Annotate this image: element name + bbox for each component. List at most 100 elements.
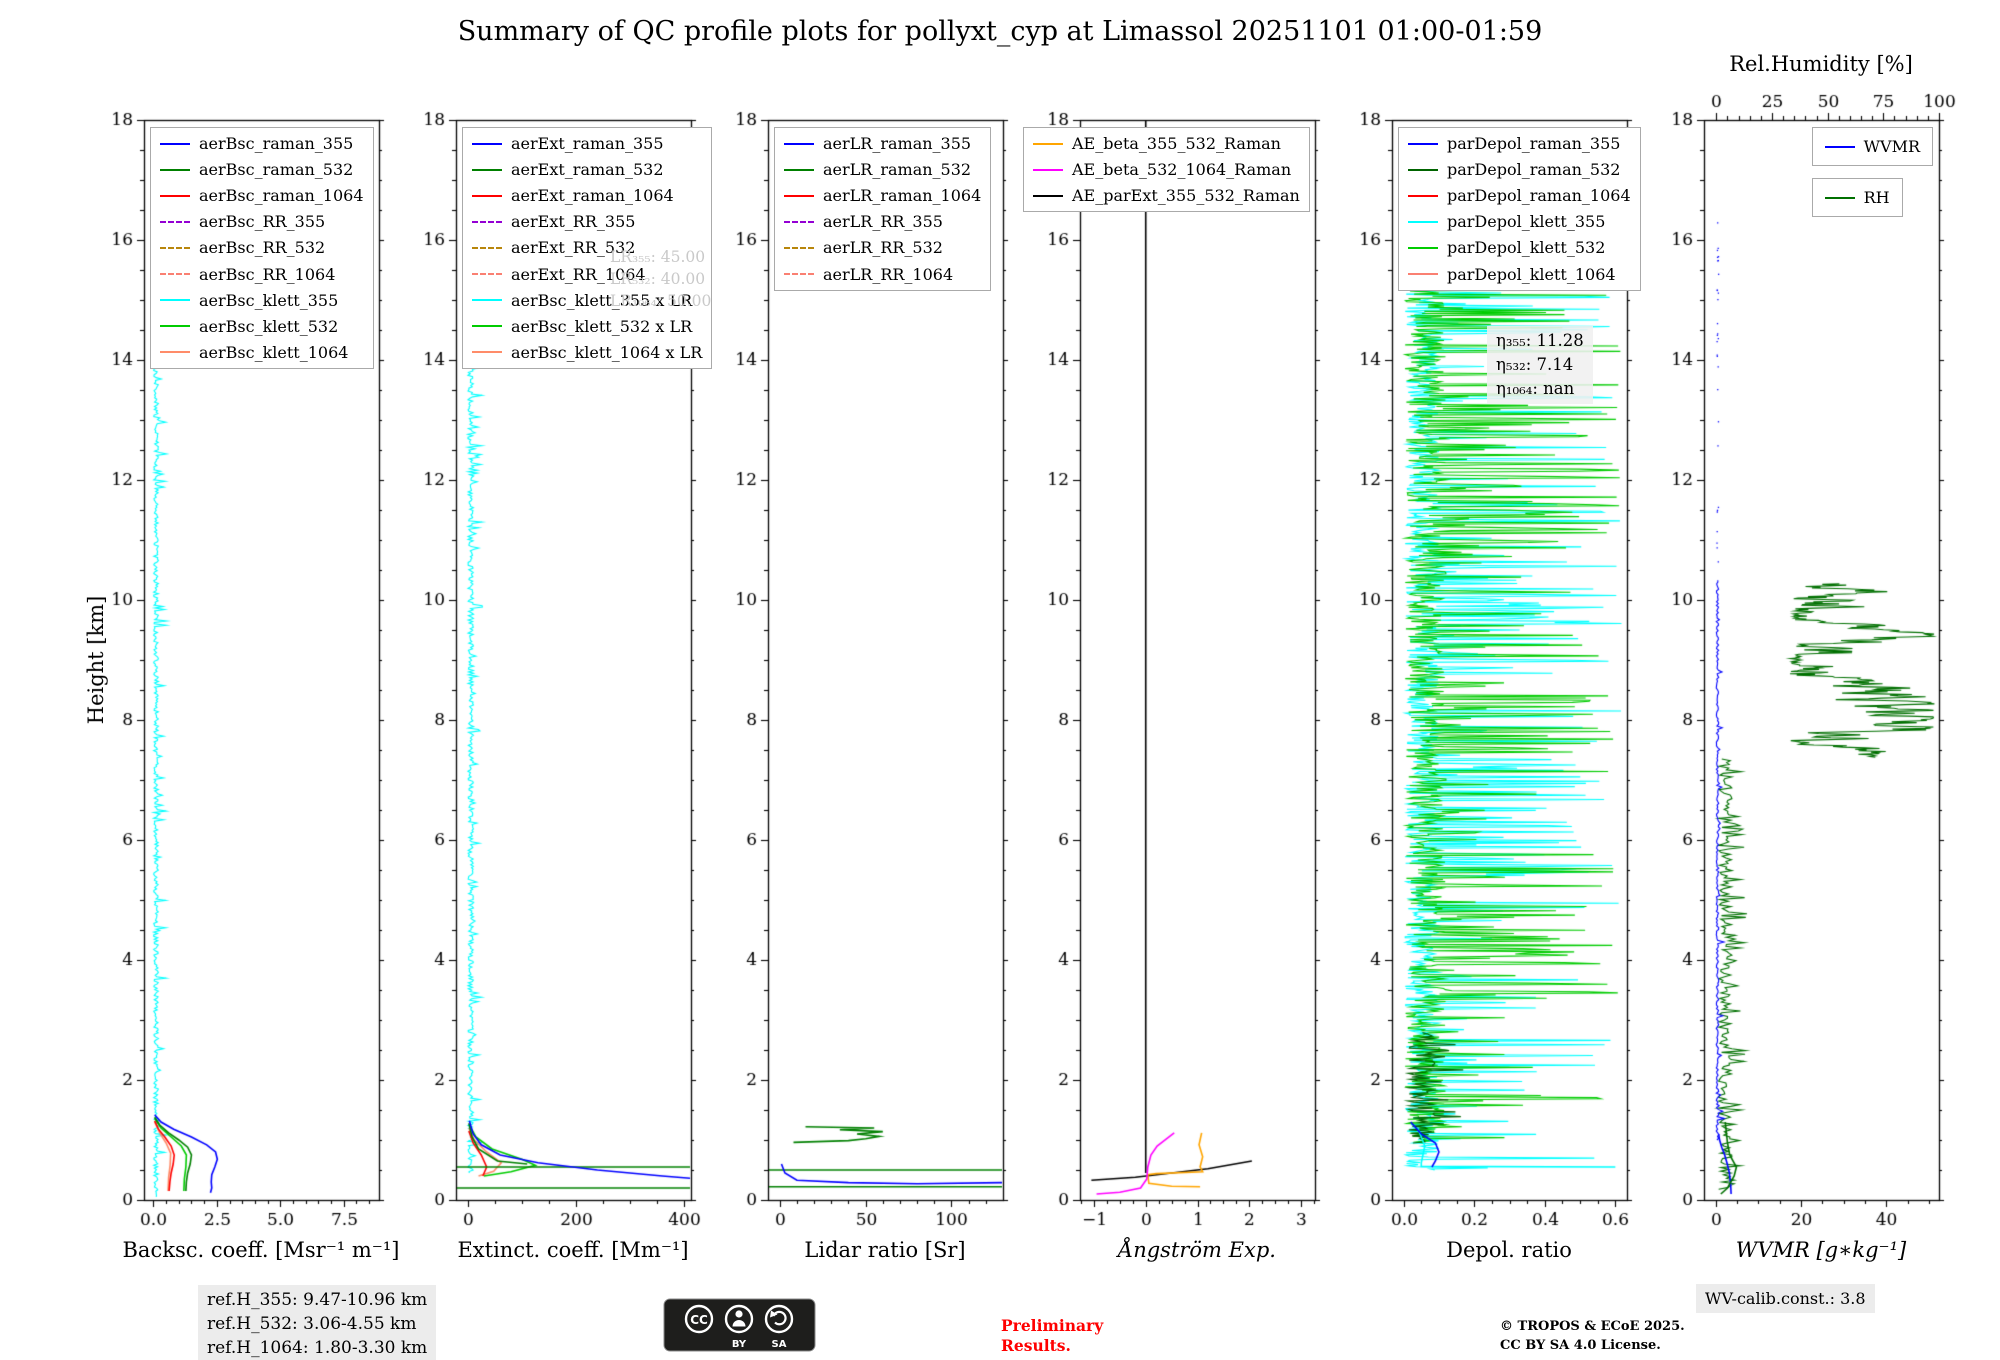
eta-1064-value: η₁₀₆₄: nan bbox=[1496, 378, 1575, 398]
legend-line-sample bbox=[472, 325, 502, 328]
legend-line-sample bbox=[784, 246, 814, 249]
legend-line-sample bbox=[1033, 194, 1063, 197]
legend-entry: aerLR_RR_1064 bbox=[784, 264, 981, 285]
legend-line-sample bbox=[1408, 273, 1438, 276]
cc-sa-label: SA bbox=[772, 1339, 787, 1350]
legend-label: parDepol_klett_532 bbox=[1447, 238, 1606, 258]
cc-logo-icon bbox=[684, 1304, 714, 1334]
legend-entry: aerBsc_klett_532 x LR bbox=[472, 316, 702, 337]
top-axis-label-rel-humidity: Rel.Humidity [%] bbox=[1729, 52, 1913, 76]
legend-entry: aerBsc_raman_1064 bbox=[160, 185, 364, 206]
legend-label: AE_beta_355_532_Raman bbox=[1072, 134, 1281, 153]
copyright-line-1: © TROPOS & ECoE 2025. bbox=[1500, 1319, 1685, 1334]
legend-entry: aerExt_RR_355 bbox=[472, 211, 702, 232]
legend-line-sample bbox=[160, 273, 190, 276]
legend-label: aerLR_RR_1064 bbox=[823, 264, 954, 284]
legend-entry: aerLR_RR_355 bbox=[784, 211, 981, 232]
legend-label: AE_beta_532_1064_Raman bbox=[1072, 160, 1292, 180]
legend-entry: aerLR_raman_532 bbox=[784, 159, 981, 180]
legend-label: parDepol_klett_355 bbox=[1447, 212, 1606, 232]
legend-label: aerLR_RR_355 bbox=[823, 212, 943, 232]
legend-line-sample bbox=[160, 299, 190, 302]
legend-extinction: aerExt_raman_355 aerExt_raman_532 aerExt_r… bbox=[462, 127, 713, 369]
legend-label: parDepol_raman_1064 bbox=[1447, 186, 1631, 206]
sa-arrow-arc bbox=[772, 1310, 787, 1326]
legend-label: aerBsc_RR_1064 bbox=[199, 264, 336, 284]
legend-lidar-ratio: aerLR_raman_355 aerLR_raman_532 aerLR_rama… bbox=[774, 127, 992, 291]
legend-line-sample bbox=[784, 194, 814, 197]
legend-line-sample bbox=[160, 168, 190, 171]
legend-label: aerBsc_klett_532 bbox=[199, 316, 339, 336]
cc-by-sa-badge: CC BY SA bbox=[663, 1298, 816, 1356]
legend-entry: aerLR_raman_355 bbox=[784, 133, 981, 154]
legend-line-sample bbox=[472, 299, 502, 302]
legend-entry: aerBsc_klett_355 bbox=[160, 290, 364, 311]
eta-355-value: η₃₅₅: 11.28 bbox=[1496, 331, 1584, 350]
legend-entry: aerLR_raman_1064 bbox=[784, 185, 981, 206]
legend-label: aerBsc_RR_532 bbox=[199, 238, 326, 258]
legend-line-sample bbox=[160, 220, 190, 223]
preliminary-line-2: Results. bbox=[1001, 1336, 1071, 1356]
legend-label: parDepol_klett_1064 bbox=[1447, 264, 1616, 284]
legend-line-sample bbox=[160, 246, 190, 249]
legend-wvmr-rh: WVMR RH bbox=[1811, 127, 1933, 218]
legend-line-sample bbox=[160, 142, 190, 145]
legend-entry: RH bbox=[1811, 178, 1903, 218]
sa-arrow-head bbox=[770, 1310, 778, 1318]
legend-line-sample bbox=[472, 273, 502, 276]
legend-line-sample bbox=[1408, 220, 1438, 223]
legend-entry: aerBsc_klett_355 x LR bbox=[472, 290, 702, 311]
legend-line-sample bbox=[472, 194, 502, 197]
x-axis-label-depol: Depol. ratio bbox=[1446, 1238, 1572, 1262]
legend-entry: parDepol_klett_355 bbox=[1408, 211, 1631, 232]
legend-label: aerBsc_klett_532 x LR bbox=[511, 316, 693, 336]
cc-by-person-icon bbox=[724, 1304, 754, 1334]
wv-calibration-annotation: WV-calib.const.: 3.8 bbox=[1696, 1284, 1875, 1314]
x-axis-label-angstroem: Ångström Exp. bbox=[1118, 1238, 1276, 1262]
legend-entry: parDepol_klett_1064 bbox=[1408, 264, 1631, 285]
lidar-ratio-constants-annotation: LR₃₅₅: 45.00 LR₅₃₂: 40.00 LR₁₀₆₄: 50.00 bbox=[610, 246, 711, 312]
legend-label: aerBsc_raman_1064 bbox=[199, 186, 364, 206]
copyright-line-2: CC BY SA 4.0 License. bbox=[1500, 1337, 1661, 1353]
legend-entry: aerBsc_RR_355 bbox=[160, 211, 364, 232]
legend-label: aerExt_RR_355 bbox=[511, 212, 636, 232]
legend-entry: aerBsc_klett_1064 x LR bbox=[472, 342, 702, 363]
x-axis-label-extinction: Extinct. coeff. [Mm⁻¹] bbox=[457, 1238, 689, 1262]
legend-label: aerBsc_klett_1064 bbox=[199, 342, 349, 362]
eta-532-value: η₅₃₂: 7.14 bbox=[1496, 354, 1574, 374]
legend-label: AE_parExt_355_532_Raman bbox=[1072, 186, 1300, 206]
legend-entry: aerBsc_klett_1064 bbox=[160, 342, 364, 363]
ref-h-355: ref.H_355: 9.47-10.96 km bbox=[207, 1290, 428, 1310]
legend-entry: aerLR_RR_532 bbox=[784, 237, 981, 258]
legend-entry: parDepol_raman_355 bbox=[1408, 133, 1631, 154]
legend-line-sample bbox=[160, 351, 190, 354]
legend-entry: aerBsc_klett_532 bbox=[160, 316, 364, 337]
legend-entry: AE_beta_532_1064_Raman bbox=[1033, 159, 1300, 180]
legend-label: RH bbox=[1863, 188, 1890, 208]
legend-label: parDepol_raman_355 bbox=[1447, 134, 1621, 153]
legend-entry: aerExt_RR_532 bbox=[472, 237, 702, 258]
lr-355-value: LR₃₅₅: 45.00 bbox=[610, 248, 706, 266]
legend-line-sample bbox=[1033, 142, 1063, 145]
person-head bbox=[735, 1310, 743, 1318]
y-axis-label: Height [km] bbox=[84, 595, 108, 725]
x-axis-label-backscatter: Backsc. coeff. [Msr⁻¹ m⁻¹] bbox=[122, 1238, 400, 1262]
legend-entry: aerExt_raman_1064 bbox=[472, 185, 702, 206]
legend-label: aerExt_raman_1064 bbox=[511, 186, 674, 206]
legend-label: aerBsc_klett_355 bbox=[199, 290, 339, 310]
legend-label: WVMR bbox=[1863, 137, 1920, 156]
legend-entry: aerExt_RR_1064 bbox=[472, 264, 702, 285]
legend-line-sample bbox=[1824, 145, 1855, 148]
eta-annotation: η₃₅₅: 11.28 η₅₃₂: 7.14 η₁₀₆₄: nan bbox=[1487, 326, 1593, 404]
legend-line-sample bbox=[1408, 142, 1438, 145]
legend-entry: aerBsc_raman_355 bbox=[160, 133, 364, 154]
legend-entry: parDepol_klett_532 bbox=[1408, 237, 1631, 258]
cc-by-label: BY bbox=[732, 1339, 747, 1350]
legend-label: aerBsc_klett_355 x LR bbox=[511, 290, 693, 310]
legend-line-sample bbox=[784, 168, 814, 171]
legend-backscatter: aerBsc_raman_355 aerBsc_raman_532 aerBsc_r… bbox=[150, 127, 374, 369]
legend-label: aerLR_raman_1064 bbox=[823, 186, 982, 206]
person-body bbox=[732, 1320, 746, 1327]
legend-entry: aerBsc_raman_532 bbox=[160, 159, 364, 180]
